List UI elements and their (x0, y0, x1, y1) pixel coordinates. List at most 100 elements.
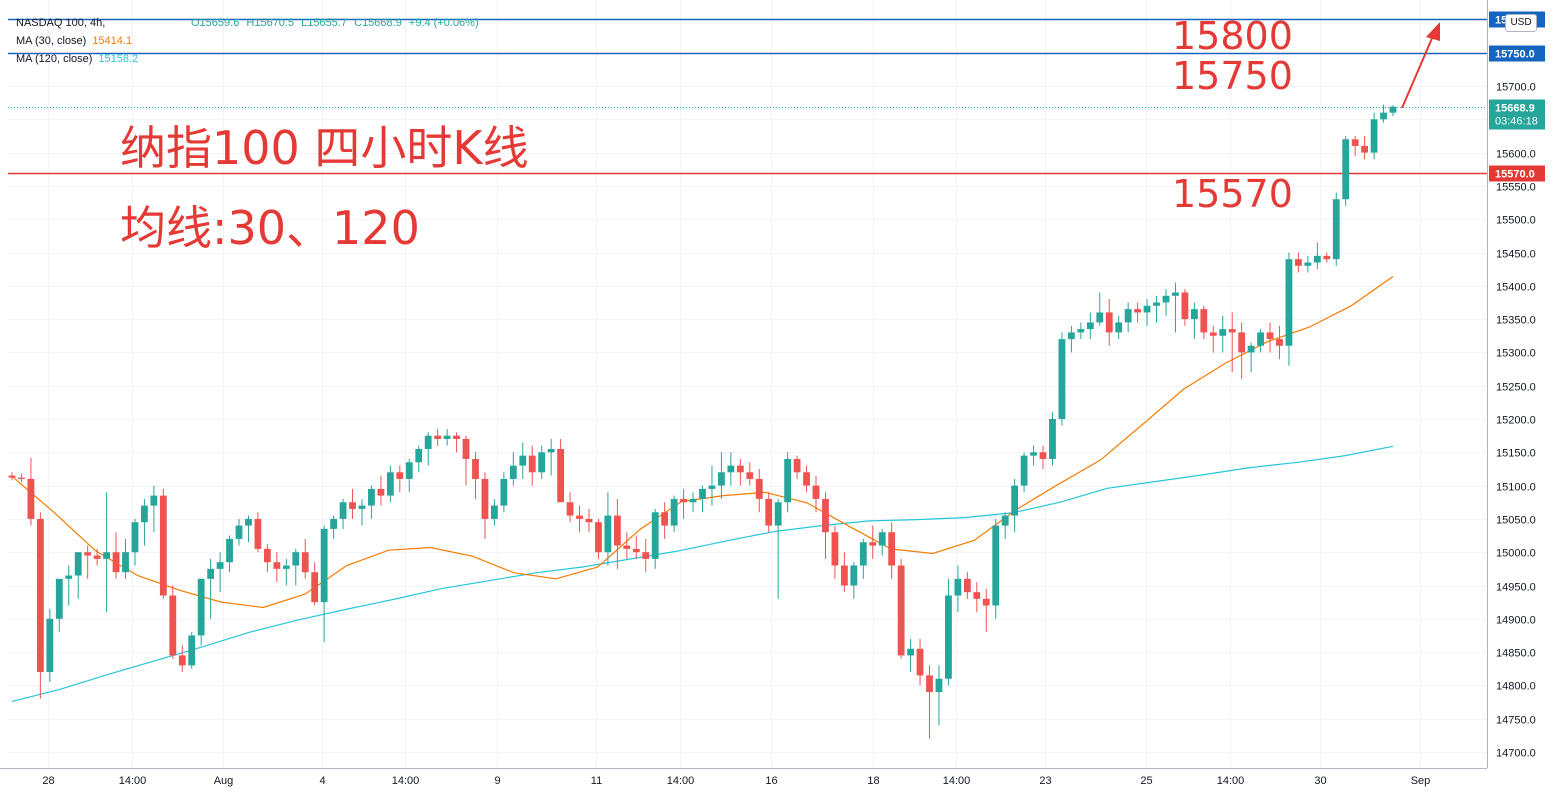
candle (803, 465, 810, 493)
candle-body (1049, 419, 1056, 459)
price-axis-pane (1487, 0, 1559, 796)
candle (18, 473, 25, 483)
ma120-legend[interactable]: MA (120, close) 15158.2 (16, 50, 138, 68)
candle (755, 468, 763, 513)
chart-title-annotation: 纳指100 四小时K线 (120, 121, 529, 175)
candle-body (396, 472, 404, 479)
candle (982, 588, 990, 633)
candle-body (1105, 312, 1113, 333)
candle-body (1266, 332, 1274, 340)
candle (604, 492, 612, 566)
candle-body (159, 495, 167, 596)
candle (1153, 295, 1160, 323)
candle-body (188, 635, 196, 666)
candle (1276, 325, 1283, 360)
candle-body (443, 435, 451, 439)
last-price-label: 15668.9 (1495, 103, 1535, 115)
y-tick-label: 15350.0 (1496, 315, 1536, 327)
x-tick-label: 18 (867, 775, 879, 787)
candle-body (1247, 345, 1255, 353)
candle (1143, 299, 1151, 326)
candle (897, 558, 905, 659)
candle-body (954, 578, 962, 596)
candle-body (812, 485, 820, 499)
countdown-label: 03:46:18 (1495, 116, 1538, 128)
candle (708, 465, 716, 506)
candle-body (519, 455, 527, 466)
candle-body (1153, 302, 1160, 306)
ma30-value: 15414.1 (92, 35, 133, 47)
candle-body (1351, 139, 1359, 146)
candle (481, 472, 489, 539)
candle (784, 452, 792, 513)
candle-body (235, 525, 243, 539)
candle-body (65, 575, 73, 579)
candle (1172, 282, 1179, 333)
candle-body (604, 515, 612, 553)
candle (453, 432, 460, 453)
y-tick-label: 15450.0 (1496, 249, 1536, 261)
candle (197, 578, 205, 646)
x-tick-label: 14:00 (392, 775, 420, 787)
candle-body (907, 648, 915, 656)
candle (1304, 255, 1312, 273)
candle-body (1370, 119, 1378, 153)
candle (651, 508, 659, 569)
candle (1380, 104, 1387, 123)
candle (1389, 105, 1397, 116)
candle-body (330, 518, 338, 529)
y-tick-label: 14750.0 (1496, 715, 1536, 727)
symbol-label: NASDAQ 100, 4h, (16, 17, 106, 29)
candle (216, 552, 224, 593)
candle (935, 665, 943, 726)
x-tick-label: 11 (591, 775, 602, 787)
candle-body (878, 532, 886, 546)
ma30-legend[interactable]: MA (30, close) 15414.1 (16, 32, 138, 50)
candle (736, 458, 744, 486)
candle (263, 544, 271, 573)
candle-body (46, 618, 54, 673)
candle (1030, 445, 1037, 466)
candle-body (226, 538, 233, 563)
candle-body (1039, 452, 1047, 459)
candle (424, 432, 432, 466)
level-15800-annotation: 15800 (1172, 14, 1293, 58)
candle (1124, 302, 1132, 333)
candle-body (793, 458, 801, 473)
currency-button[interactable]: USD (1505, 14, 1537, 32)
candle-body (1380, 112, 1387, 120)
candle-body (339, 502, 347, 519)
candle-body (141, 505, 148, 523)
candle (585, 508, 593, 533)
candle-body (1313, 255, 1321, 263)
candle (926, 665, 933, 739)
time-axis[interactable]: 28 14:00 Aug 4 14:00 9 11 14:00 16 18 14:00 23 25 14:… (0, 768, 1487, 788)
candles (8, 104, 1397, 739)
candle-body (36, 518, 44, 673)
candle (122, 538, 129, 579)
y-tick-label: 14850.0 (1496, 648, 1536, 660)
candle-body (916, 648, 924, 676)
candle-body (547, 448, 555, 453)
candle (169, 585, 177, 659)
candle-body (1162, 295, 1170, 303)
candle-body (1077, 329, 1085, 333)
candle (235, 518, 243, 546)
candle (1285, 252, 1293, 366)
candle-body (472, 458, 479, 479)
candle (472, 452, 479, 499)
x-tick-label: 30 (1314, 775, 1326, 787)
price-axis[interactable]: 14700.0 14750.0 14800.0 14850.0 14900.0 14950… (1487, 0, 1559, 796)
candle (226, 535, 233, 573)
candle-body (500, 478, 508, 506)
candle-body (1295, 259, 1302, 266)
candle (1077, 322, 1085, 340)
candle-body (282, 565, 290, 569)
candle (245, 515, 252, 543)
candle-body (150, 495, 158, 506)
y-tick-label: 15150.0 (1496, 448, 1536, 460)
candle-body (1020, 455, 1028, 486)
candle (1332, 192, 1340, 266)
candle (84, 545, 92, 579)
